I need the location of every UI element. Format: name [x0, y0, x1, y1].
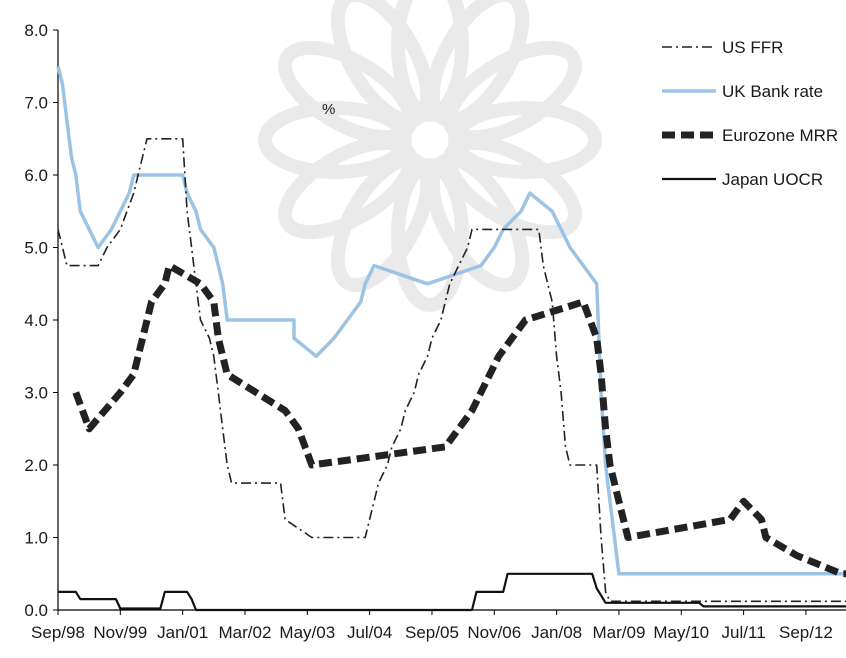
- y-tick-label: 3.0: [24, 384, 48, 403]
- x-tick-label: Sep/05: [405, 623, 459, 642]
- watermark-petal: [258, 101, 412, 179]
- legend-label-us-ffr: US FFR: [722, 38, 783, 57]
- series-line-eurozone-mrr: [72, 262, 846, 578]
- watermark: [258, 0, 602, 312]
- x-tick-label: Mar/09: [592, 623, 645, 642]
- x-tick-label: Mar/02: [219, 623, 272, 642]
- y-tick-label: 5.0: [24, 239, 48, 258]
- watermark-petal: [425, 0, 530, 128]
- legend: US FFR UK Bank rate Eurozone MRR Japan UOCR: [662, 38, 838, 189]
- y-tick-label: 2.0: [24, 456, 48, 475]
- x-tick-label: Sep/98: [31, 623, 85, 642]
- x-tick-label: Nov/99: [93, 623, 147, 642]
- watermark-petal: [330, 0, 435, 128]
- y-unit-label: %: [322, 101, 335, 118]
- y-tick-label: 0.0: [24, 601, 48, 620]
- series-layer: [56, 65, 846, 612]
- x-tick-label: Jul/04: [347, 623, 392, 642]
- watermark-petal: [448, 101, 602, 179]
- x-tick-label: May/03: [279, 623, 335, 642]
- legend-label-eurozone-mrr: Eurozone MRR: [722, 126, 838, 145]
- series-line-uk-bank-rate: [56, 65, 846, 576]
- watermark-petal: [391, 0, 469, 122]
- x-tick-label: Nov/06: [467, 623, 521, 642]
- x-tick-label: Jan/08: [531, 623, 582, 642]
- watermark-petal: [330, 152, 435, 292]
- x-tick-label: Jan/01: [157, 623, 208, 642]
- watermark-petal: [425, 152, 530, 292]
- watermark-petal: [442, 40, 582, 145]
- watermark-petal: [278, 135, 418, 240]
- series-line-japan-uocr: [58, 572, 846, 612]
- x-tick-label: May/10: [653, 623, 709, 642]
- x-tick-label: Jul/11: [722, 623, 766, 642]
- legend-label-uk-bank-rate: UK Bank rate: [722, 82, 823, 101]
- watermark-petal: [278, 40, 418, 145]
- y-tick-label: 4.0: [24, 311, 48, 330]
- watermark-petal: [391, 158, 469, 312]
- y-tick-label: 6.0: [24, 166, 48, 185]
- watermark-petal: [442, 135, 582, 240]
- series-line-us-ffr: [57, 138, 846, 603]
- y-tick-label: 7.0: [24, 94, 48, 113]
- legend-label-japan-uocr: Japan UOCR: [722, 170, 823, 189]
- x-tick-label: Sep/12: [779, 623, 833, 642]
- y-tick-label: 8.0: [24, 21, 48, 40]
- y-tick-label: 1.0: [24, 529, 48, 548]
